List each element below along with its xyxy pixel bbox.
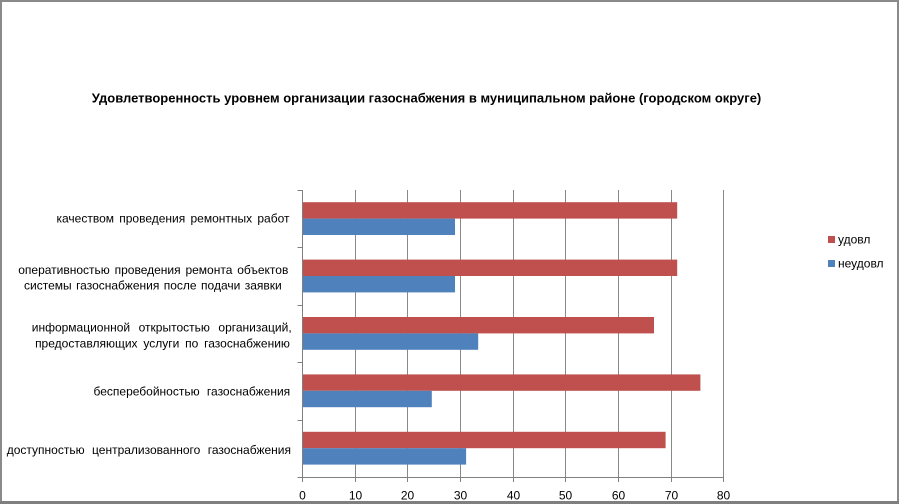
svg-text:40: 40 [507,489,521,503]
svg-text:качеством проведения ремонтных: качеством проведения ремонтных работ [57,212,290,226]
svg-text:20: 20 [401,489,415,503]
svg-text:оперативностью проведения ремо: оперативностью проведения ремонта объект… [18,263,288,277]
svg-text:Удовлетворенность уровнем орга: Удовлетворенность уровнем организации га… [92,91,762,106]
svg-text:70: 70 [665,489,679,503]
svg-text:50: 50 [559,489,573,503]
svg-text:0: 0 [299,489,306,503]
svg-text:10: 10 [349,489,363,503]
svg-text:доступностью централизованного: доступностью централизованного газоснабж… [7,443,291,457]
svg-text:30: 30 [454,489,468,503]
svg-text:удовл: удовл [838,233,870,247]
svg-text:системы газоснабжения после по: системы газоснабжения после подачи заявк… [24,278,282,292]
svg-text:информационной открытостью орг: информационной открытостью организаций, [32,321,292,335]
svg-text:бесперебойностью газоснабжения: бесперебойностью газоснабжения [93,384,290,398]
svg-text:предоставляющих услуги по газо: предоставляющих услуги по газоснабжению [35,336,290,350]
svg-text:неудовл: неудовл [838,257,884,271]
svg-text:80: 80 [717,489,731,503]
svg-text:60: 60 [612,489,626,503]
